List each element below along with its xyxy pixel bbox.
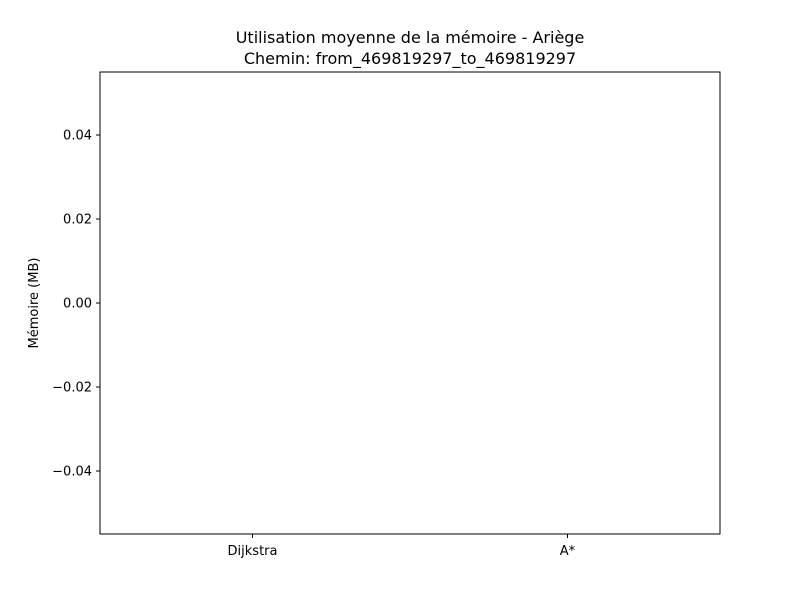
y-tick-label: 0.02: [63, 213, 92, 228]
y-tick-label: 0.04: [63, 129, 92, 144]
y-tick-label: −0.02: [52, 381, 92, 396]
x-tick-label: A*: [560, 544, 576, 559]
y-tick-label: 0.00: [63, 297, 92, 312]
x-tick-label: Dijkstra: [228, 544, 278, 559]
y-tick-label: −0.04: [52, 465, 92, 480]
y-axis-label: Mémoire (MB): [27, 258, 42, 349]
chart-subtitle: Chemin: from_469819297_to_469819297: [244, 49, 576, 69]
x-axis-ticks: Dijkstra A*: [228, 534, 576, 559]
y-axis-ticks: 0.04 0.02 0.00 −0.02 −0.04: [52, 129, 100, 480]
chart-title: Utilisation moyenne de la mémoire - Ariè…: [236, 28, 585, 47]
plot-area-frame: [99, 71, 721, 535]
